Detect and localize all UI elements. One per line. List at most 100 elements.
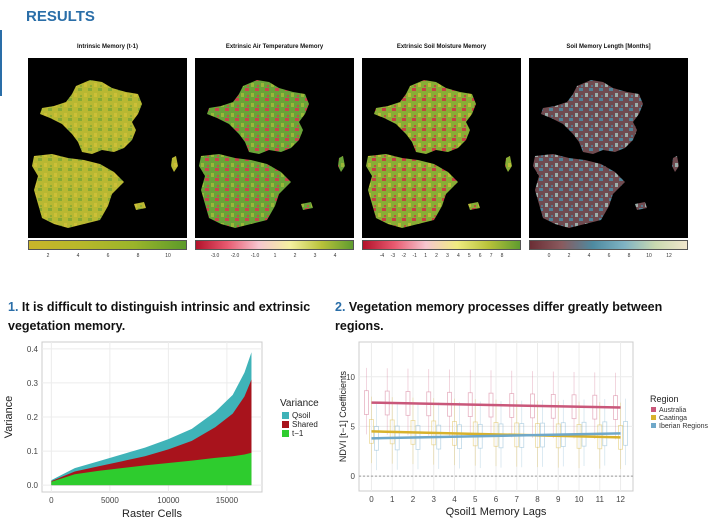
land-map (199, 80, 345, 228)
land-region (533, 154, 625, 228)
y-tick-label: 0.2 (27, 413, 39, 422)
legend-swatch (651, 415, 656, 420)
land-region (366, 154, 458, 228)
colorbar-tick: 4 (587, 253, 591, 259)
colorbar-tick: 1 (273, 253, 277, 259)
colorbar (195, 240, 354, 250)
y-tick-label: 0.1 (27, 447, 39, 456)
map-panel (362, 58, 521, 238)
colorbar-tick: -2 (401, 253, 407, 259)
series-area (51, 379, 252, 486)
map-panel (529, 58, 688, 238)
colorbar (28, 240, 187, 250)
map-title: Intrinsic Memory (t-1) (76, 44, 138, 50)
caption-1: 1. It is difficult to distinguish intrin… (8, 298, 328, 336)
legend-label: Caatinga (659, 415, 687, 422)
trend-line (371, 430, 621, 439)
x-tick-label: 15000 (216, 496, 239, 505)
land-region (672, 156, 679, 172)
x-tick-label: 1 (390, 495, 395, 504)
colorbar-tick: 2 (435, 253, 438, 259)
x-tick-label: 11 (596, 495, 605, 504)
y-tick-label: 5 (351, 422, 356, 431)
series-area (51, 452, 252, 486)
colorbar-tick: 4 (456, 253, 460, 259)
land-map (32, 80, 178, 228)
x-tick-label: 10 (575, 495, 584, 504)
variance-chart: 0.0 0.1 0.2 0.3 0.4 0 5000 10000 15000 Raster Cel… (3, 341, 319, 520)
colorbar-tick: 8 (136, 253, 140, 259)
land-region (32, 154, 124, 228)
land-region (338, 156, 345, 172)
colorbar (362, 240, 521, 250)
colorbar-tick: 8 (627, 253, 631, 259)
land-region (468, 202, 480, 210)
land-region (301, 202, 313, 210)
section-rule (0, 30, 2, 96)
land-region (505, 156, 512, 172)
map-title: Soil Memory Length [Months] (566, 44, 651, 50)
colorbar-tick: 3 (446, 253, 449, 259)
x-axis-label: Raster Cells (122, 508, 182, 520)
colorbar-tick: -2.0 (230, 253, 240, 259)
legend-swatch (651, 423, 656, 428)
x-axis-label: Qsoil1 Memory Lags (446, 506, 547, 518)
legend-swatch (282, 430, 289, 437)
y-axis-label: NDVI [t−1] Coefficients (338, 370, 348, 462)
x-tick-label: 5 (473, 495, 478, 504)
land-region (171, 156, 178, 172)
map-panel (195, 58, 354, 238)
colorbar-tick: 8 (500, 253, 504, 259)
colorbar-tick: 6 (607, 253, 611, 259)
x-tick-label: 7 (515, 495, 520, 504)
x-tick-label: 6 (494, 495, 499, 504)
y-tick-label: 10 (346, 373, 355, 382)
colorbar-tick: 2 (46, 253, 50, 259)
map-panel (28, 58, 187, 238)
colorbar-tick: 4 (76, 253, 80, 259)
x-tick-label: 2 (411, 495, 416, 504)
trend-line (371, 432, 621, 440)
x-tick-label: 12 (616, 495, 625, 504)
legend-swatch (282, 412, 289, 419)
trend-line (371, 401, 621, 409)
colorbar-tick: 5 (467, 253, 471, 259)
map-title: Extrinsic Air Temperature Memory (225, 44, 324, 50)
legend-title: Region (650, 394, 679, 404)
colorbar-tick: 12 (666, 253, 672, 259)
land-region (134, 202, 146, 210)
x-tick-label: 0 (369, 495, 374, 504)
y-tick-label: 0.4 (27, 345, 39, 354)
caption-1-number: 1. (8, 300, 19, 314)
y-axis-label: Variance (3, 396, 15, 439)
colorbar-tick: -3.0 (210, 253, 220, 259)
colorbar-tick: 2 (293, 253, 297, 259)
land-map (533, 80, 679, 228)
box (623, 421, 628, 446)
colorbar-tick: 10 (646, 253, 652, 259)
caption-2-text: Vegetation memory processes differ great… (335, 300, 663, 333)
map-title: Extrinsic Soil Moisture Memory (396, 44, 487, 50)
colorbar-tick: 6 (106, 253, 110, 259)
box (364, 390, 369, 415)
land-region (635, 202, 647, 210)
results-heading: RESULTS (26, 8, 95, 25)
land-region (199, 154, 291, 228)
colorbar-tick: 10 (165, 253, 171, 259)
legend-label: Australia (659, 407, 686, 414)
caption-2: 2. Vegetation memory processes differ gr… (335, 298, 665, 336)
legend-swatch (651, 407, 656, 412)
y-tick-label: 0 (351, 472, 356, 481)
colorbar-tick: 2 (567, 253, 571, 259)
colorbar-tick: 1 (424, 253, 428, 259)
legend-title: Variance (280, 398, 319, 409)
colorbar (529, 240, 688, 250)
colorbar-tick: -4 (379, 253, 385, 259)
x-tick-label: 9 (556, 495, 561, 504)
colorbar-tick: -3 (390, 253, 396, 259)
colorbar-tick: -1 (412, 253, 417, 259)
colorbar-tick: 6 (478, 253, 482, 259)
x-tick-label: 4 (452, 495, 457, 504)
colorbar-tick: -1.0 (250, 253, 260, 259)
